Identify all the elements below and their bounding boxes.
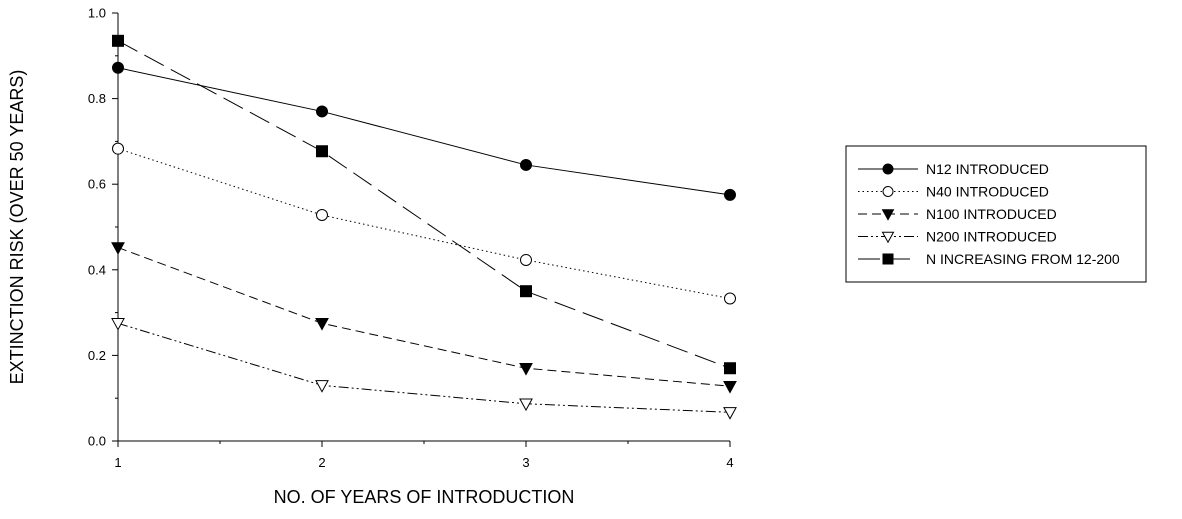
data-point bbox=[112, 34, 124, 47]
legend-label: N INCREASING FROM 12-200 bbox=[926, 251, 1120, 267]
x-tick-label: 1 bbox=[114, 455, 121, 470]
legend-label: N200 INTRODUCED bbox=[926, 229, 1057, 245]
series-5 bbox=[112, 34, 736, 375]
legend-item: N12 INTRODUCED bbox=[858, 161, 1049, 177]
data-point bbox=[724, 292, 736, 305]
legend-item: N200 INTRODUCED bbox=[858, 229, 1057, 245]
x-tick-label: 3 bbox=[522, 455, 529, 470]
legend-item: N INCREASING FROM 12-200 bbox=[858, 251, 1120, 267]
x-axis-title: NO. OF YEARS OF INTRODUCTION bbox=[274, 487, 575, 507]
series-line bbox=[117, 247, 731, 387]
data-point bbox=[316, 105, 328, 118]
data-point bbox=[111, 318, 125, 331]
legend-label: N100 INTRODUCED bbox=[926, 206, 1057, 222]
series-4 bbox=[111, 318, 737, 420]
x-tick-label: 2 bbox=[318, 455, 325, 470]
legend: N12 INTRODUCED N40 INTRODUCED N100 INTRODU… bbox=[845, 145, 1147, 283]
legend-item: N100 INTRODUCED bbox=[858, 206, 1057, 222]
y-tick-label: 1.0 bbox=[88, 6, 106, 21]
y-axis-title: EXTINCTION RISK (OVER 50 YEARS) bbox=[7, 70, 27, 385]
data-point bbox=[724, 188, 736, 201]
y-tick-label: 0.6 bbox=[88, 177, 106, 192]
series-layer bbox=[111, 34, 737, 420]
legend-item: N40 INTRODUCED bbox=[858, 184, 1049, 200]
legend-marker bbox=[882, 253, 894, 265]
data-point bbox=[112, 142, 124, 155]
data-point bbox=[520, 158, 532, 171]
series-line bbox=[117, 322, 731, 413]
data-point bbox=[724, 362, 736, 375]
data-point bbox=[315, 318, 329, 331]
data-point bbox=[520, 253, 532, 266]
series-line bbox=[117, 67, 731, 196]
data-point bbox=[520, 285, 532, 298]
series-2 bbox=[112, 142, 736, 305]
axes: 0.0 0.2 0.4 0.6 0.8 1.0 1 2 3 4 bbox=[88, 6, 734, 471]
y-tick-label: 0.4 bbox=[88, 262, 106, 277]
series-3 bbox=[111, 242, 737, 394]
legend-marker bbox=[881, 231, 895, 244]
legend-marker bbox=[882, 163, 894, 175]
series-line bbox=[117, 148, 731, 299]
legend-label: N12 INTRODUCED bbox=[926, 161, 1049, 177]
legend-marker bbox=[881, 209, 895, 221]
data-point bbox=[316, 209, 328, 222]
legend-label: N40 INTRODUCED bbox=[926, 184, 1049, 200]
data-point bbox=[112, 61, 124, 74]
data-point bbox=[111, 242, 125, 255]
data-point bbox=[519, 398, 533, 412]
y-tick-label: 0.2 bbox=[88, 348, 106, 363]
data-point bbox=[723, 380, 737, 394]
data-point bbox=[315, 380, 329, 393]
y-tick-label: 0.0 bbox=[88, 434, 106, 449]
legend-marker bbox=[882, 186, 894, 197]
data-point bbox=[316, 145, 328, 158]
data-point bbox=[723, 407, 737, 420]
x-tick-label: 4 bbox=[726, 455, 733, 470]
data-point bbox=[519, 362, 533, 376]
y-tick-label: 0.8 bbox=[88, 91, 106, 106]
series-1 bbox=[112, 61, 736, 201]
series-line bbox=[117, 40, 731, 369]
